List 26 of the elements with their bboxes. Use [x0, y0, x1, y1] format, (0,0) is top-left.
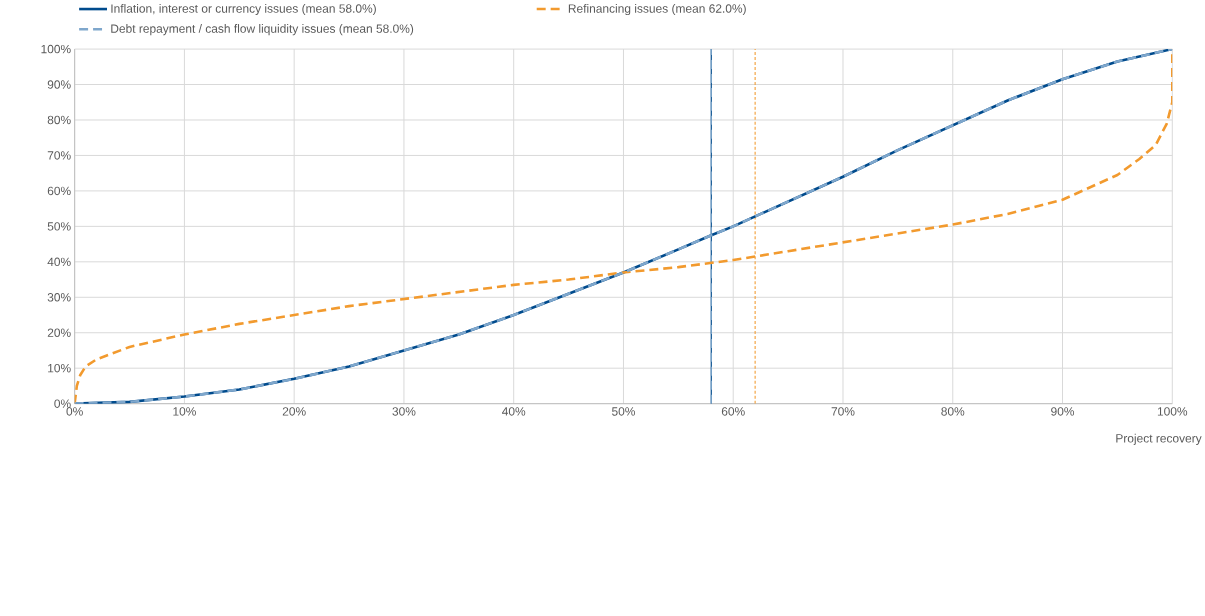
y-tick-label: 30% [47, 292, 71, 302]
x-tick-label: 90% [1051, 406, 1075, 416]
y-tick-label: 10% [48, 363, 71, 373]
x-tick-label: 10% [173, 406, 196, 416]
y-tick-label: 80% [47, 115, 71, 125]
y-tick-label: 20% [47, 328, 71, 337]
x-axis-title: Project recovery [1116, 433, 1202, 445]
x-tick-label: 100% [1157, 406, 1188, 416]
x-tick-label: 20% [282, 406, 306, 416]
y-tick-label: 60% [47, 186, 71, 195]
y-tick-label: 0% [54, 399, 71, 408]
y-tick-label: 50% [47, 221, 71, 231]
legend-label: Debt repayment / cash flow liquidity issues (mean 58.0%) [111, 23, 414, 36]
x-tick-label: 80% [941, 406, 965, 416]
x-tick-label: 40% [502, 406, 526, 416]
y-tick-label: 40% [47, 257, 71, 266]
y-tick-label: 90% [47, 80, 71, 89]
x-tick-label: 30% [392, 406, 416, 416]
legend-label: Inflation, interest or currency issues (mean 58.0%) [111, 3, 376, 15]
x-tick-label: 0% [66, 406, 83, 416]
y-tick-label: 70% [47, 151, 71, 160]
x-tick-label: 50% [611, 406, 635, 416]
x-tick-label: 60% [721, 406, 745, 416]
y-tick-label: 100% [41, 44, 71, 54]
legend-label: Refinancing issues (mean 62.0%) [568, 3, 746, 15]
x-tick-label: 70% [831, 406, 855, 416]
